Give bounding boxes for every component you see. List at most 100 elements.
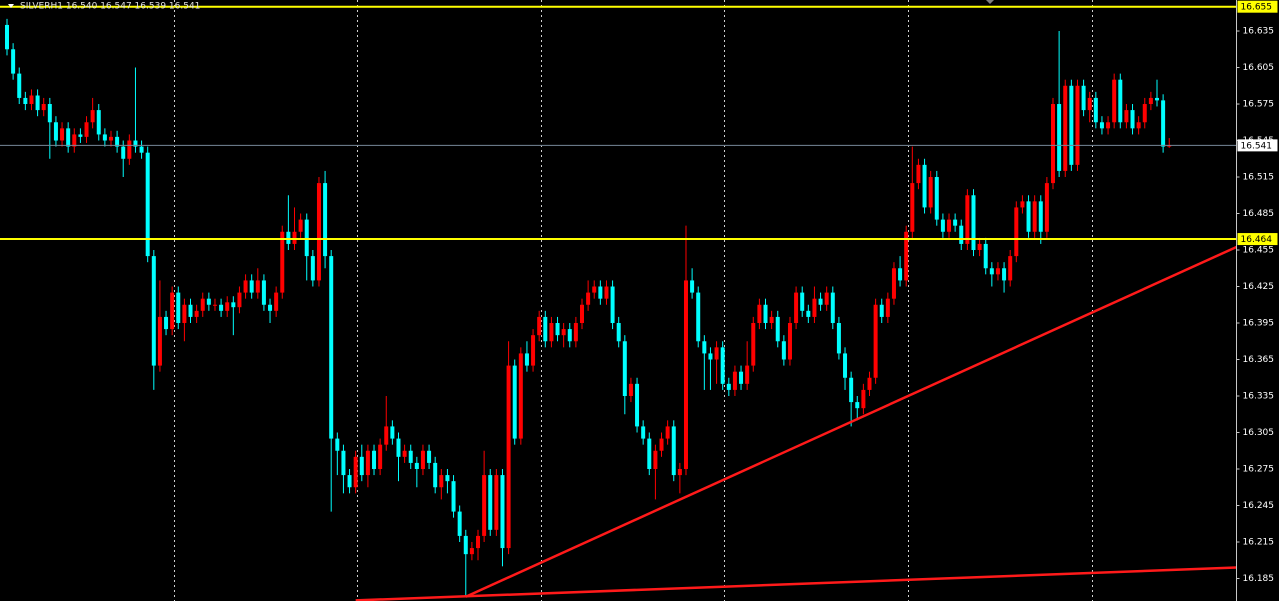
- candle-body: [170, 292, 175, 330]
- price-tag: [1237, 0, 1278, 13]
- candle-body: [23, 97, 28, 105]
- candle-body: [353, 456, 358, 488]
- price-tag: [1237, 139, 1278, 152]
- y-tick-label: 16.575: [1243, 100, 1275, 110]
- candle-body: [671, 426, 676, 476]
- candle-body: [445, 475, 450, 482]
- candle-body: [121, 146, 126, 159]
- candle-body: [115, 136, 120, 147]
- candle-body: [476, 535, 481, 549]
- candle-body: [1087, 97, 1092, 111]
- candle-body: [855, 402, 860, 409]
- candle-body: [775, 316, 780, 342]
- candle-body: [586, 292, 591, 305]
- candle-body: [1038, 201, 1043, 232]
- candle-body: [543, 316, 548, 342]
- candle-body: [1167, 145, 1172, 147]
- candle-body: [304, 219, 309, 257]
- y-tick-label: 16.365: [1243, 355, 1275, 365]
- candle-body: [726, 383, 731, 390]
- candle-body: [818, 298, 823, 305]
- candle-body: [53, 122, 58, 141]
- candle-body: [904, 231, 909, 281]
- candle-body: [1008, 256, 1013, 281]
- price-tag: [1237, 233, 1278, 246]
- overlays: [0, 5, 1238, 601]
- candle-body: [231, 302, 236, 308]
- candle-body: [555, 323, 560, 336]
- candle-body: [1051, 104, 1056, 184]
- candle-body: [806, 310, 811, 317]
- candle-body: [702, 341, 707, 354]
- candle-body: [622, 341, 627, 397]
- candle-body: [494, 475, 499, 530]
- candle-body: [598, 286, 603, 299]
- candle-body: [891, 268, 896, 299]
- candle-body: [953, 219, 958, 226]
- candle-body: [47, 104, 52, 123]
- candle-body: [1136, 122, 1141, 129]
- candle-body: [408, 450, 413, 463]
- candle-body: [696, 292, 701, 342]
- candle-body: [763, 304, 768, 324]
- y-tick-label: 16.635: [1243, 27, 1275, 37]
- y-tick-label: 16.395: [1243, 319, 1275, 329]
- candle-body: [732, 371, 737, 390]
- candle-body: [96, 110, 101, 135]
- candle-body: [653, 450, 658, 469]
- candle-body: [1106, 122, 1111, 129]
- candle-body: [316, 183, 321, 281]
- candle-body: [641, 426, 646, 439]
- candle-body: [677, 468, 682, 476]
- candle-body: [60, 128, 65, 141]
- candle-body: [512, 365, 517, 439]
- candle-body: [78, 134, 83, 137]
- candle-body: [647, 438, 652, 469]
- period-marker: [986, 0, 994, 4]
- candle-body: [157, 316, 162, 366]
- candle-body: [861, 389, 866, 409]
- candle-body: [1063, 85, 1068, 171]
- candle-body: [690, 280, 695, 293]
- candle-body: [402, 450, 407, 457]
- candle-body: [255, 280, 260, 293]
- candle-body: [1161, 100, 1166, 147]
- candle-body: [243, 280, 248, 293]
- candle-body: [90, 110, 95, 123]
- candle-body: [683, 280, 688, 469]
- candle-body: [219, 304, 224, 311]
- candle-body: [610, 286, 615, 324]
- candle-body: [200, 298, 205, 311]
- candle-body: [616, 323, 621, 342]
- candle-body: [1057, 104, 1062, 171]
- candle-body: [463, 535, 468, 555]
- candle-body: [947, 219, 952, 232]
- candle-body: [35, 95, 40, 111]
- candle-body: [843, 353, 848, 378]
- candle-body: [41, 104, 46, 111]
- candle-body: [298, 219, 303, 232]
- candle-body: [72, 134, 77, 147]
- grid: [174, 0, 1093, 601]
- y-tick-label: 16.245: [1243, 501, 1275, 511]
- candle-body: [488, 475, 493, 530]
- candle-body: [1130, 110, 1135, 129]
- candle-body: [757, 304, 762, 324]
- candle-body: [365, 450, 370, 476]
- candle-body: [879, 304, 884, 317]
- collapse-icon[interactable]: [8, 4, 14, 8]
- candle-body: [268, 304, 273, 311]
- candle-body: [836, 323, 841, 354]
- candle-body: [989, 268, 994, 275]
- candle-body: [420, 450, 425, 469]
- candle-body: [628, 383, 633, 397]
- candle-body: [573, 323, 578, 342]
- candle-body: [506, 365, 511, 549]
- candle-body: [414, 462, 419, 469]
- candle-body: [916, 164, 921, 184]
- candle-body: [5, 24, 9, 50]
- candle-body: [457, 511, 462, 536]
- candle-body: [1118, 79, 1123, 123]
- candle-body: [549, 323, 554, 342]
- candle-body: [739, 371, 744, 384]
